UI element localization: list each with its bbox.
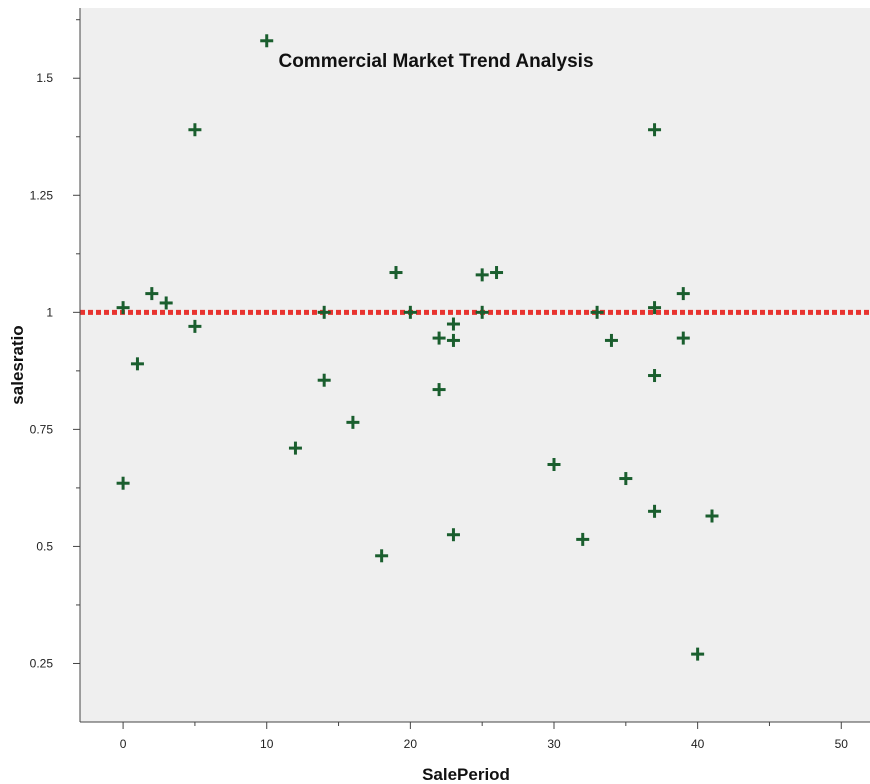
data-point bbox=[475, 268, 489, 282]
data-point bbox=[130, 357, 144, 371]
data-point bbox=[446, 528, 460, 542]
data-point bbox=[432, 383, 446, 397]
x-axis-title: SalePeriod bbox=[422, 765, 510, 784]
data-point bbox=[145, 287, 159, 301]
x-tick-label: 30 bbox=[547, 737, 561, 751]
data-point bbox=[475, 305, 489, 319]
y-tick-label: 1 bbox=[46, 305, 53, 319]
data-point bbox=[676, 331, 690, 345]
y-tick-label: 1.25 bbox=[30, 188, 54, 202]
chart-title: Commercial Market Trend Analysis bbox=[278, 51, 593, 72]
data-point bbox=[648, 301, 662, 315]
data-point bbox=[705, 509, 719, 523]
plot-area bbox=[80, 8, 870, 722]
x-tick-label: 0 bbox=[120, 737, 127, 751]
data-point bbox=[288, 441, 302, 455]
x-tick-label: 50 bbox=[835, 737, 849, 751]
data-point bbox=[691, 647, 705, 661]
data-point bbox=[490, 266, 504, 280]
x-tick-label: 40 bbox=[691, 737, 705, 751]
data-point bbox=[432, 331, 446, 345]
data-point bbox=[604, 333, 618, 347]
data-point bbox=[576, 532, 590, 546]
data-point bbox=[648, 369, 662, 383]
data-point bbox=[648, 123, 662, 137]
data-point bbox=[188, 319, 202, 333]
x-tick-label: 20 bbox=[404, 737, 418, 751]
data-point bbox=[346, 415, 360, 429]
data-point bbox=[619, 472, 633, 486]
y-axis-title: salesratio bbox=[8, 325, 27, 404]
data-point bbox=[547, 457, 561, 471]
data-point bbox=[159, 296, 173, 310]
data-point bbox=[188, 123, 202, 137]
data-point bbox=[375, 549, 389, 563]
data-point bbox=[260, 34, 274, 48]
data-point bbox=[590, 305, 604, 319]
y-tick-label: 0.5 bbox=[36, 539, 53, 553]
data-point bbox=[446, 333, 460, 347]
data-point bbox=[389, 266, 403, 280]
data-point bbox=[116, 476, 130, 490]
y-tick-label: 0.75 bbox=[30, 422, 54, 436]
data-point bbox=[676, 287, 690, 301]
data-point bbox=[403, 305, 417, 319]
y-tick-label: 1.5 bbox=[36, 71, 53, 85]
data-point bbox=[446, 317, 460, 331]
data-point bbox=[116, 301, 130, 315]
data-point bbox=[648, 504, 662, 518]
data-point bbox=[317, 305, 331, 319]
data-point bbox=[317, 373, 331, 387]
x-tick-label: 10 bbox=[260, 737, 274, 751]
y-tick-label: 0.25 bbox=[30, 656, 54, 670]
